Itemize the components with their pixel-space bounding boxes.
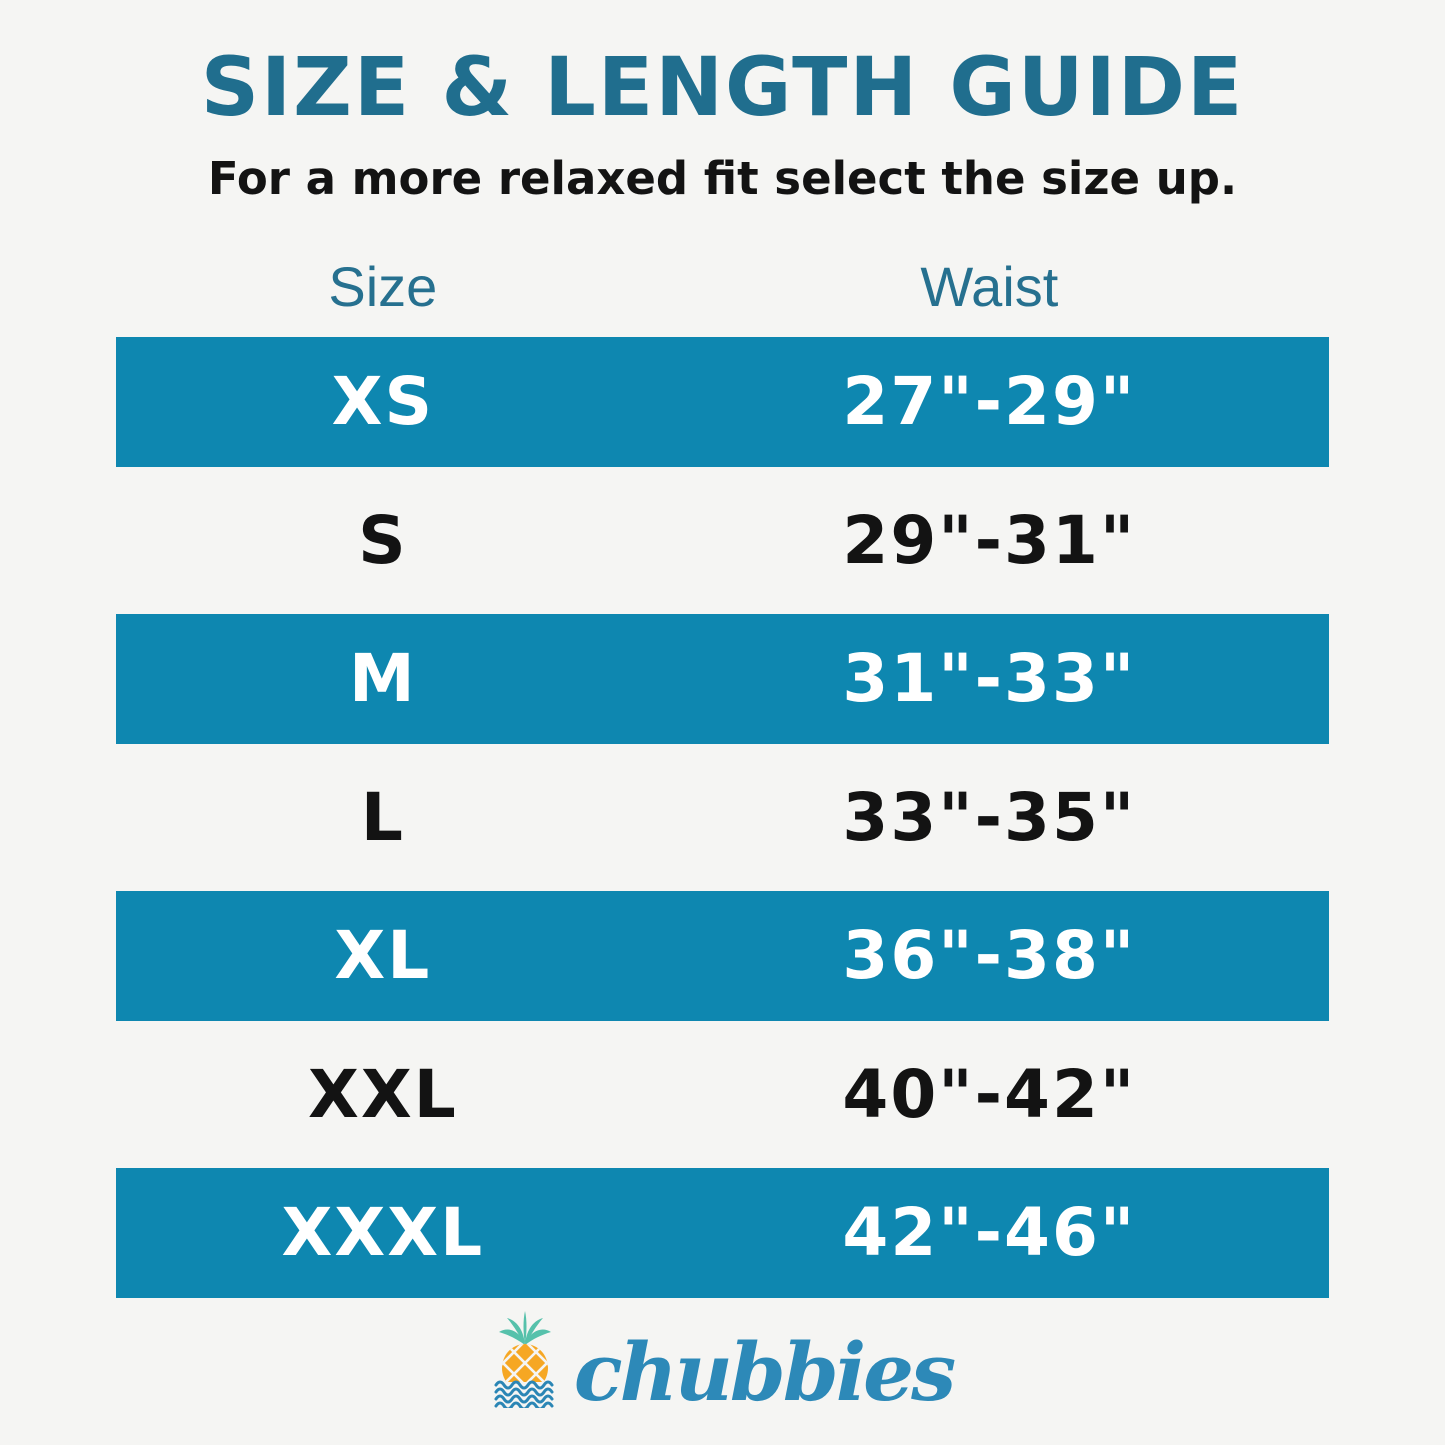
- pineapple-body: [501, 1344, 548, 1382]
- waist-cell: 29"-31": [842, 501, 1137, 579]
- table-row: XL 36"-38": [116, 891, 1329, 1021]
- table-header-row: Size Waist: [116, 250, 1329, 322]
- size-cell: M: [349, 640, 417, 717]
- brand-logo: chubbies: [0, 1306, 1445, 1420]
- size-cell: XXXL: [281, 1194, 485, 1271]
- page-subtitle: For a more relaxed fit select the size u…: [207, 152, 1238, 205]
- column-header-waist: Waist: [920, 254, 1059, 318]
- waist-cell: 36"-38": [842, 917, 1137, 994]
- size-cell: XXL: [307, 1055, 458, 1133]
- table-row: S 29"-31": [116, 467, 1329, 614]
- column-header-size: Size: [328, 254, 438, 318]
- waist-cell: 31"-33": [842, 640, 1137, 717]
- page-title: SIZE & LENGTH GUIDE: [200, 41, 1245, 135]
- size-cell: XL: [334, 917, 432, 994]
- size-cell: S: [358, 501, 408, 579]
- table-row: XS 27"-29": [116, 337, 1329, 467]
- waist-cell: 40"-42": [842, 1055, 1137, 1133]
- waist-cell: 27"-29": [842, 363, 1137, 440]
- waves: [494, 1380, 554, 1408]
- pineapple-leaves: [498, 1311, 551, 1345]
- waist-cell: 42"-46": [842, 1194, 1137, 1271]
- table-row: L 33"-35": [116, 744, 1329, 891]
- size-table: XS 27"-29" S 29"-31" M 31"-33" L 33"-35" XL 36"-3…: [116, 337, 1329, 1298]
- table-row: XXL 40"-42": [116, 1021, 1329, 1168]
- waist-cell: 33"-35": [842, 778, 1137, 856]
- size-cell: L: [360, 778, 405, 856]
- table-row: M 31"-33": [116, 614, 1329, 744]
- size-cell: XS: [331, 363, 435, 440]
- table-row: XXXL 42"-46": [116, 1168, 1329, 1298]
- brand-wordmark: chubbies: [573, 1325, 956, 1420]
- pineapple-waves-icon: [494, 1311, 554, 1408]
